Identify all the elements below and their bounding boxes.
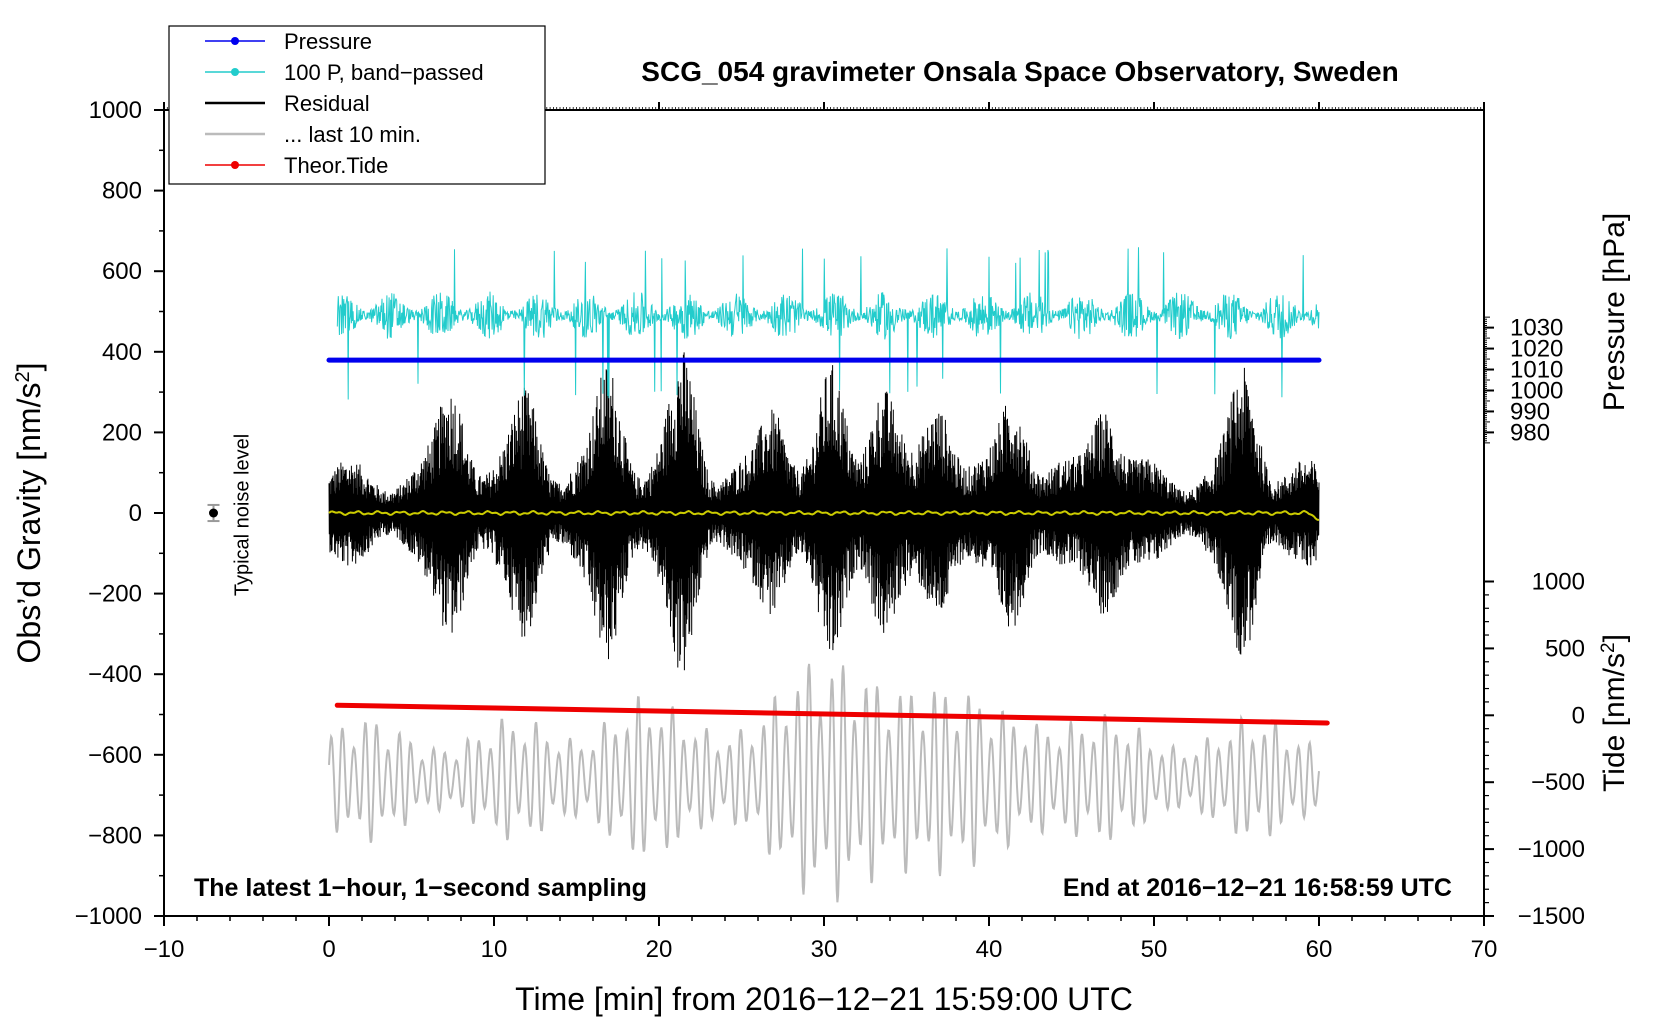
tide-axis-label: Tide [nm/s2] [1598, 634, 1632, 792]
tide-tick-label: 0 [1572, 702, 1585, 729]
y-tick-label: 1000 [89, 97, 142, 124]
series-residual [328, 352, 1320, 671]
noise-marker: Typical noise level [207, 434, 254, 596]
tide-axis-label-sup: 2 [1598, 642, 1619, 653]
pressure-tick-label: 980 [1510, 419, 1550, 446]
x-tick-label: 20 [646, 936, 673, 963]
legend-marker [231, 37, 239, 45]
pressure-tick-label: 1010 [1510, 357, 1563, 384]
legend: Pressure 100 P, band−passed Residual ... la… [168, 25, 546, 185]
y-tick-label: 200 [102, 419, 142, 446]
chart-title: SCG_054 gravimeter Onsala Space Observat… [641, 56, 1398, 87]
x-axis-label: Time [min] from 2016−12−21 15:59:00 UTC [515, 981, 1133, 1017]
x-tick-label: 70 [1471, 936, 1498, 963]
legend-entry-label: ... last 10 min. [284, 122, 421, 147]
legend-entry-label: Residual [284, 91, 370, 116]
y-axis-label: Obs’d Gravity [nm/s2] [11, 363, 47, 664]
legend-marker [231, 161, 239, 169]
y-tick-label: −400 [88, 661, 142, 688]
pressure-axis-label: Pressure [hPa] [1598, 213, 1631, 411]
pressure-tick-label: 990 [1510, 398, 1550, 425]
y-tick-label: 600 [102, 258, 142, 285]
noise-label: Typical noise level [232, 434, 254, 596]
x-tick-label: 0 [322, 936, 335, 963]
legend-entry-label: 100 P, band−passed [284, 60, 484, 85]
series-residual-smoothed [328, 509, 1320, 521]
legend-box [168, 25, 546, 185]
tide-tick-label: 500 [1545, 635, 1585, 662]
pressure-tick-label: 1030 [1510, 315, 1563, 342]
series-last-10-min [328, 663, 1320, 903]
y-axis-label-sup: 2 [12, 371, 34, 382]
series-band-passed-pressure [336, 247, 1320, 400]
noise-point [209, 508, 218, 518]
legend-entry-label: Pressure [284, 29, 372, 54]
x-tick-label: −10 [144, 936, 185, 963]
annotation-bottom-right: End at 2016−12−21 16:58:59 UTC [1063, 874, 1452, 902]
x-tick-label: 50 [1141, 936, 1168, 963]
pressure-tick-label: 1000 [1510, 377, 1563, 404]
tide-tick-label: −500 [1531, 769, 1585, 796]
x-tick-label: 10 [481, 936, 508, 963]
series-layer [326, 247, 1330, 903]
pressure-tick-label: 1020 [1510, 336, 1563, 363]
tide-tick-label: −1500 [1518, 903, 1585, 930]
annotation-bottom-left: The latest 1−hour, 1−second sampling [194, 874, 647, 902]
y-tick-label: −200 [88, 581, 142, 608]
y-tick-label: 0 [129, 500, 142, 527]
tide-tick-label: 1000 [1532, 569, 1585, 596]
series-theoretical-tide [334, 702, 1330, 726]
legend-marker [231, 68, 239, 76]
x-tick-label: 60 [1306, 936, 1333, 963]
y-tick-label: −600 [88, 742, 142, 769]
tide-tick-label: −1000 [1518, 836, 1585, 863]
x-tick-label: 30 [811, 936, 838, 963]
y-tick-label: 800 [102, 178, 142, 205]
legend-entry-label: Theor.Tide [284, 153, 388, 178]
x-tick-label: 40 [976, 936, 1003, 963]
y-tick-label: −800 [88, 822, 142, 849]
y-tick-label: −1000 [75, 903, 142, 930]
y-tick-label: 400 [102, 339, 142, 366]
